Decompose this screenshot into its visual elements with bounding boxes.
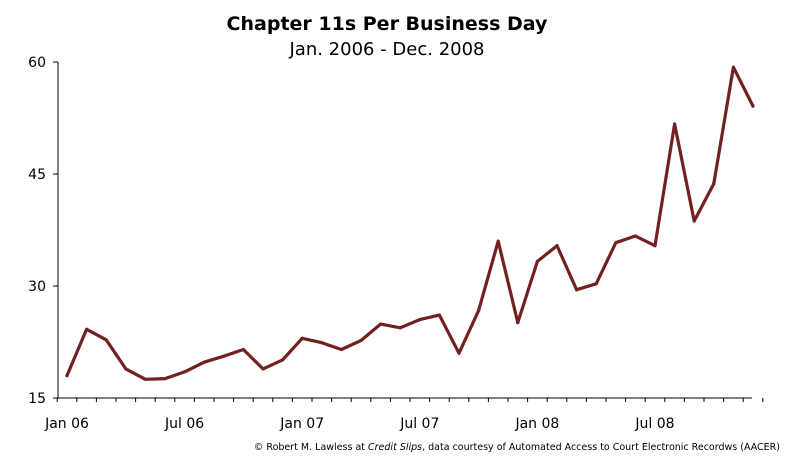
series-line [65,65,755,381]
data-point [163,377,167,381]
data-point [379,322,383,326]
data-point [731,65,736,69]
y-tick-label: 60 [28,55,46,71]
data-point [496,239,500,243]
data-point [535,259,540,263]
x-tick-label: Jul 06 [164,416,204,432]
data-point [614,241,618,245]
data-point [633,234,638,238]
data-point [653,244,657,248]
data-point [712,182,716,186]
x-tick-label: Jul 08 [634,416,674,432]
data-point [143,377,147,381]
y-tick-label: 15 [28,391,46,407]
data-point [222,354,226,358]
y-tick-label: 30 [28,279,46,295]
data-point [65,374,69,378]
data-point [241,347,245,352]
data-point [418,318,422,322]
data-point [320,341,324,345]
credit-text: © Robert M. Lawless at Credit Slips, dat… [254,442,780,453]
data-point [477,309,481,313]
data-points [65,65,755,381]
data-point [202,360,206,364]
data-point [516,321,520,325]
data-point [751,104,755,108]
credit-prefix: © Robert M. Lawless at [254,442,368,453]
x-tick-label: Jan 08 [514,416,559,432]
data-point [398,326,402,330]
data-point [692,219,696,223]
data-point [457,351,461,355]
data-point [437,313,441,317]
x-axis-ticks: Jan 06 Jul 06 Jan 07 Jul 07 Jan 08 Jul 08 [44,398,764,432]
data-point [281,358,285,362]
x-tick-label: Jan 07 [279,416,324,432]
credit-italic: Credit Slips [368,442,422,453]
chart-subtitle: Jan. 2006 - Dec. 2008 [288,39,484,60]
credit-suffix: , data courtesy of Automated Access to C… [422,442,780,453]
chart-title: Chapter 11s Per Business Day [227,13,548,35]
data-point [555,244,559,248]
axes [57,62,752,399]
data-point [183,370,187,374]
data-point [575,288,579,292]
data-point [673,122,677,126]
x-tick-label: Jul 07 [399,416,439,432]
y-tick-label: 45 [28,167,46,183]
data-point [594,282,598,286]
y-axis-ticks: 15 30 45 60 [28,55,58,407]
data-point [261,367,265,371]
data-point [359,338,363,343]
data-point [124,367,128,371]
x-tick-label: Jan 06 [44,416,89,432]
data-point [300,336,304,340]
data-point [104,338,108,342]
data-point [85,327,89,331]
data-point [339,347,343,352]
